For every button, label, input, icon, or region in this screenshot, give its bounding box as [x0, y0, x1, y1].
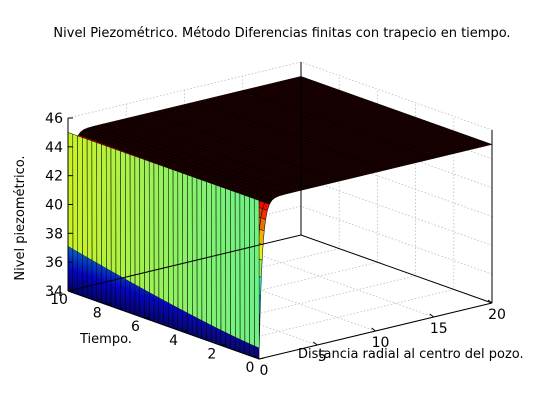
surface-patch — [201, 179, 207, 324]
z-axis-label: Nivel piezométrico. — [13, 155, 28, 280]
y-tick-label: 0 — [246, 360, 255, 376]
x-tick — [312, 341, 318, 346]
chart-title: Nivel Piezométrico. Método Diferencias f… — [53, 26, 510, 41]
surface-patch — [72, 133, 79, 253]
surface-patch — [120, 150, 126, 280]
x-tick — [254, 355, 260, 360]
y-tick — [144, 316, 150, 319]
surface-patch — [244, 194, 250, 345]
surface-patch — [67, 132, 74, 250]
surface-patch — [230, 189, 236, 338]
surface-patch — [115, 149, 122, 278]
grid-line-y — [220, 116, 455, 346]
surface-patch — [215, 184, 222, 331]
surface-patch — [86, 138, 93, 261]
surface-patch — [196, 177, 203, 322]
surface-patch — [105, 145, 112, 272]
surface-patch — [172, 169, 179, 309]
x-tick — [371, 327, 376, 332]
surface-patch — [182, 172, 188, 314]
z-tick-label: 38 — [45, 226, 63, 242]
surface-patch — [163, 166, 169, 304]
surface-patch — [101, 143, 107, 269]
y-tick — [220, 343, 226, 346]
y-tick-label: 2 — [207, 346, 216, 362]
surface-patch — [91, 140, 98, 264]
x-tick-label: 15 — [430, 321, 448, 337]
surface-patch — [158, 164, 164, 301]
grid-line-z — [67, 148, 493, 217]
surface-patch — [220, 186, 227, 334]
surface-patch — [239, 193, 246, 343]
surface-patch — [225, 188, 231, 336]
surface-patch — [96, 142, 102, 267]
x-tick — [487, 299, 493, 304]
surface-patch — [134, 155, 141, 288]
y-tick — [258, 357, 265, 360]
surface-patch — [82, 137, 88, 258]
x-tick-label: 20 — [488, 307, 506, 323]
z-tick-label: 44 — [45, 140, 63, 156]
surface-patch — [177, 171, 184, 312]
surface-patch — [259, 217, 266, 232]
y-tick-label: 4 — [169, 333, 178, 349]
y-tick-label: 10 — [50, 292, 68, 308]
z-tick-label: 34 — [45, 284, 63, 300]
surface-patch — [139, 157, 145, 291]
surface-patch — [191, 176, 198, 319]
surface-patch — [206, 181, 212, 326]
x-tick-label: 0 — [260, 363, 269, 379]
surface-patch — [125, 152, 131, 283]
surface-patch — [153, 162, 160, 299]
y-tick — [106, 303, 112, 306]
z-tick-label: 36 — [45, 255, 63, 271]
y-tick — [182, 330, 188, 333]
x-tick-label: 10 — [372, 335, 390, 351]
surface-mesh — [67, 76, 493, 360]
z-tick-label: 42 — [45, 169, 63, 185]
grid-line-x — [184, 90, 376, 332]
surface-patch — [129, 154, 136, 286]
y-axis-label: Tiempo. — [79, 332, 132, 347]
grid-line-z — [67, 176, 493, 246]
surface-patch — [168, 167, 174, 306]
y-tick-label: 8 — [93, 306, 102, 322]
surface-patch — [234, 191, 241, 340]
grid-line-x — [242, 76, 434, 318]
surface-patch — [187, 174, 193, 317]
surface-patch — [77, 135, 83, 256]
z-tick-label: 46 — [45, 111, 63, 127]
surface-patch — [249, 196, 255, 347]
z-tick-label: 40 — [45, 198, 63, 214]
x-tick-label: 5 — [318, 349, 327, 365]
grid-line-z — [67, 61, 493, 131]
surface-patch — [253, 198, 260, 349]
y-tick-label: 6 — [131, 319, 140, 335]
x-tick — [429, 313, 435, 318]
surface-patch — [110, 147, 117, 275]
y-axis-line — [67, 290, 260, 360]
surface-patch — [148, 160, 155, 296]
x-axis-label: Distancia radial al centro del pozo. — [298, 347, 524, 362]
grid-line-z — [67, 119, 493, 189]
grid-line-z — [67, 205, 493, 275]
